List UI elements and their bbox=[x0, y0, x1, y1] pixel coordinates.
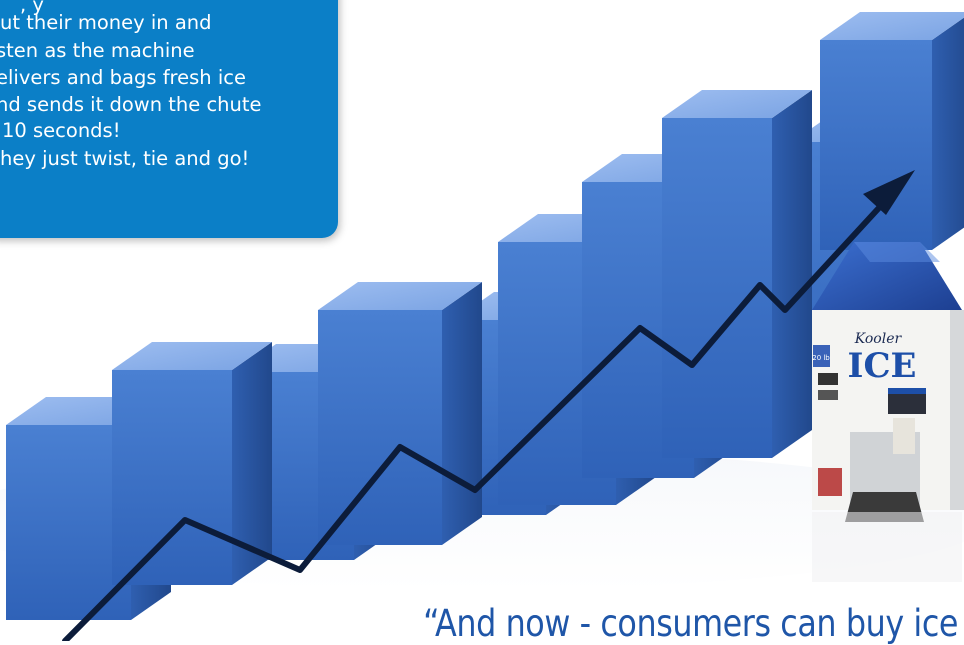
bar-front bbox=[112, 370, 232, 585]
bar-side bbox=[232, 342, 272, 585]
bar-front bbox=[6, 425, 131, 620]
bill-acceptor bbox=[888, 392, 926, 414]
info-line: 10 seconds! bbox=[2, 119, 121, 142]
bar-top bbox=[318, 282, 482, 310]
bar-top bbox=[662, 90, 812, 118]
info-line: ut their money in and bbox=[0, 11, 212, 34]
bar-top bbox=[112, 342, 272, 370]
bar-top bbox=[820, 12, 964, 40]
machine-price-text: 20 lb bbox=[812, 354, 830, 362]
bar-side bbox=[932, 17, 964, 250]
info-callout-box bbox=[0, 0, 338, 238]
bar-front bbox=[820, 40, 932, 250]
coin-panel bbox=[818, 373, 838, 385]
trend-arrowhead bbox=[863, 170, 915, 215]
bar-front bbox=[318, 310, 442, 545]
info-line: hey just twist, tie and go! bbox=[0, 147, 250, 170]
ice-machine: Kooler ICE 20 lb bbox=[812, 242, 964, 582]
info-line: nd sends it down the chute bbox=[0, 93, 262, 116]
info-line: elivers and bags fresh ice bbox=[0, 66, 246, 89]
bar-side bbox=[442, 282, 482, 545]
bar-group bbox=[6, 12, 964, 620]
info-line: sten as the machine bbox=[0, 39, 195, 62]
machine-logo-text: ICE bbox=[848, 346, 917, 386]
machine-brand-text: Kooler bbox=[854, 331, 903, 347]
price-sign bbox=[813, 345, 830, 367]
tagline: “And now - consumers can buy ice bbox=[423, 602, 958, 645]
bar-side bbox=[772, 90, 812, 458]
trend-line bbox=[62, 182, 903, 641]
info-line: , y bbox=[20, 0, 44, 16]
dispensed-ice-bag bbox=[893, 418, 915, 454]
